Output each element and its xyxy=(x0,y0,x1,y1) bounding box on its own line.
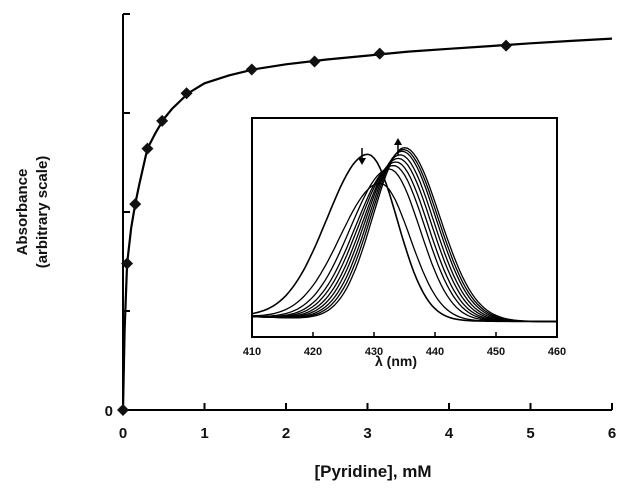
x-tick-label: 0 xyxy=(119,425,127,442)
inset-x-tick-label: 420 xyxy=(304,346,322,358)
inset-spectra xyxy=(251,147,558,323)
inset-x-tick-label: 410 xyxy=(243,346,261,358)
y-axis-title-line2: (arbitrary scale) xyxy=(34,156,51,269)
y-tick-label: 0 xyxy=(105,403,113,420)
spectrum-line xyxy=(251,147,557,323)
inset-frame xyxy=(251,117,558,338)
inset-spectrum: 410 420 430 440 450 460 λ (nm) xyxy=(243,117,566,369)
fit-curve xyxy=(121,37,613,411)
x-tick-label: 3 xyxy=(363,425,371,442)
arrow-down xyxy=(358,148,366,165)
data-point xyxy=(245,63,258,76)
x-axis-title: [Pyridine], mM xyxy=(314,462,431,481)
data-markers xyxy=(117,39,513,416)
inset-x-tick-label: 460 xyxy=(548,346,566,358)
data-point xyxy=(121,257,134,270)
data-point xyxy=(500,39,513,52)
main-plot: 0 1 2 3 4 5 6 0 xyxy=(105,13,616,442)
data-point xyxy=(373,47,386,60)
data-point xyxy=(117,404,129,416)
inset-x-ticks: 410 420 430 440 450 460 xyxy=(243,332,566,358)
main-x-ticks: 0 1 2 3 4 5 6 xyxy=(119,403,616,442)
data-point xyxy=(141,142,154,155)
y-axis-title-line1: Absorbance xyxy=(14,169,31,256)
inset-x-axis-title: λ (nm) xyxy=(375,353,417,369)
x-tick-label: 5 xyxy=(526,425,534,442)
data-point xyxy=(308,55,321,68)
data-point xyxy=(156,114,169,127)
data-point xyxy=(129,198,142,211)
inset-x-tick-label: 440 xyxy=(426,346,444,358)
main-y-ticks: 0 xyxy=(105,13,130,420)
inset-x-tick-label: 430 xyxy=(365,346,383,358)
arrow-up xyxy=(394,138,402,156)
x-tick-label: 1 xyxy=(200,425,208,442)
x-tick-label: 4 xyxy=(445,425,454,442)
inset-x-tick-label: 450 xyxy=(487,346,505,358)
x-tick-label: 6 xyxy=(608,425,616,442)
x-tick-label: 2 xyxy=(282,425,290,442)
data-point xyxy=(180,87,193,100)
